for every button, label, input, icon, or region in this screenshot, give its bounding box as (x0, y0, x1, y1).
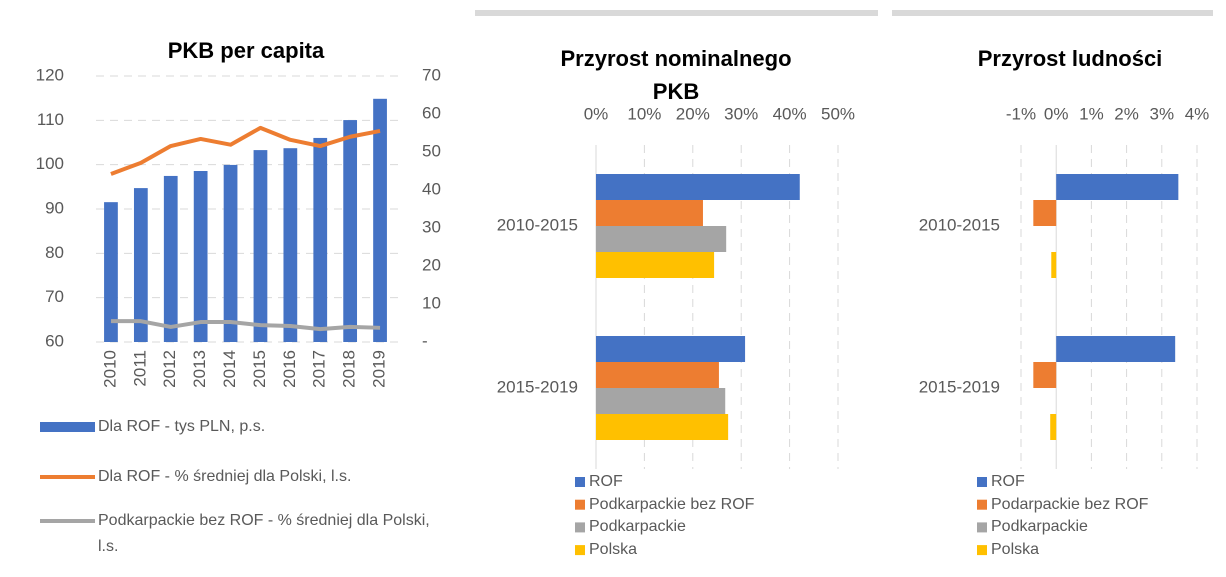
bar (313, 137, 328, 342)
x-tick-label: 0% (1044, 104, 1069, 123)
chart-title: Przyrost ludności (977, 46, 1163, 71)
x-tick-label: 1% (1079, 104, 1104, 123)
legend-swatch (977, 499, 987, 510)
x-tick-label: 3% (1150, 104, 1175, 123)
legend-label: Polska (589, 541, 638, 559)
bar (596, 200, 703, 226)
bar (596, 252, 715, 278)
bar (596, 362, 719, 388)
legend-label: Dla ROF - tys PLN, p.s. (98, 418, 266, 435)
x-tick-label: 2013 (190, 350, 209, 388)
y-tick-label: 80 (45, 243, 64, 262)
x-tick-label: 2011 (130, 350, 149, 387)
bar (163, 175, 178, 342)
bar (133, 188, 148, 342)
bar (1033, 362, 1057, 388)
chart-title: Przyrost nominalnego PKB (560, 46, 792, 104)
bar (343, 120, 358, 342)
y-tick-label: 2015-2019 (919, 377, 1000, 396)
bar (193, 171, 208, 342)
x-tick-label: 2017 (310, 350, 329, 388)
y2-tick-label: 20 (422, 255, 441, 274)
y2-tick-label: 40 (422, 179, 441, 198)
y-tick-label: 120 (36, 65, 64, 84)
legend-swatch (977, 545, 987, 556)
bar (223, 164, 238, 342)
bar (1051, 252, 1057, 278)
panel-border (892, 10, 1213, 16)
legend-label: ROF (991, 473, 1025, 490)
bar (596, 414, 729, 440)
legend-label: Podkarpackie (991, 518, 1088, 536)
x-tick-label: 2012 (160, 350, 179, 388)
legend-swatch (575, 477, 585, 487)
y2-tick-label: 70 (422, 65, 441, 84)
y-tick-label: 100 (36, 154, 64, 173)
legend-label: ROF (589, 473, 623, 490)
y-tick-label: 70 (45, 287, 64, 306)
y2-tick-label: 30 (422, 217, 441, 236)
bar (1033, 200, 1057, 226)
bar (596, 388, 726, 414)
x-tick-label: 4% (1185, 104, 1210, 123)
bar (373, 98, 387, 342)
bar (1056, 336, 1176, 362)
panel-border (475, 10, 878, 16)
y-tick-label: 110 (37, 110, 64, 129)
legend-label: Podkarpackie bez ROF (589, 495, 755, 513)
legend-label: Polska (991, 541, 1040, 559)
legend-swatch (575, 545, 585, 556)
y-tick-label: 2010-2015 (919, 215, 1000, 234)
bar (104, 202, 118, 342)
x-tick-label: 2018 (340, 350, 359, 388)
y-tick-label: 2015-2019 (497, 377, 578, 396)
legend-swatch (977, 522, 987, 533)
legend-swatch (575, 499, 585, 510)
chart-title: PKB per capita (167, 38, 325, 63)
y-tick-label: 60 (45, 331, 64, 350)
x-tick-label: 10% (627, 104, 661, 123)
legend-swatch (40, 422, 95, 432)
x-tick-label: 2% (1114, 104, 1139, 123)
legend-label: Podkarpackie (589, 518, 686, 536)
y2-tick-label: 60 (422, 103, 441, 122)
x-tick-label: 40% (773, 104, 807, 123)
legend-label: Podkarpackie bez ROF - % średniej dla Po… (98, 512, 430, 555)
x-tick-label: 2016 (280, 350, 299, 388)
x-tick-label: 2010 (100, 350, 119, 388)
x-tick-label: 2014 (220, 350, 239, 388)
bar (1056, 174, 1179, 200)
x-tick-label: 2019 (370, 350, 389, 388)
legend-label: Podarpackie bez ROF (991, 495, 1149, 513)
y2-tick-label: - (422, 331, 428, 350)
line (110, 319, 381, 332)
x-tick-label: 2015 (250, 350, 269, 388)
x-tick-label: 50% (821, 104, 855, 123)
x-tick-label: 20% (676, 104, 710, 123)
bar (596, 174, 800, 200)
y2-tick-label: 10 (422, 293, 441, 312)
line (110, 125, 381, 176)
bar (596, 336, 746, 362)
bar (596, 226, 727, 252)
bar (253, 150, 268, 342)
x-tick-label: -1% (1006, 104, 1036, 123)
y-tick-label: 90 (45, 198, 64, 217)
x-tick-label: 30% (724, 104, 758, 123)
bar (283, 148, 298, 342)
legend-label: Dla ROF - % średniej dla Polski, l.s. (98, 468, 352, 485)
y2-tick-label: 50 (422, 141, 441, 160)
legend-swatch (575, 522, 585, 533)
x-tick-label: 0% (584, 104, 609, 123)
bar (1050, 414, 1057, 440)
legend-swatch (977, 477, 987, 487)
y-tick-label: 2010-2015 (497, 215, 578, 234)
